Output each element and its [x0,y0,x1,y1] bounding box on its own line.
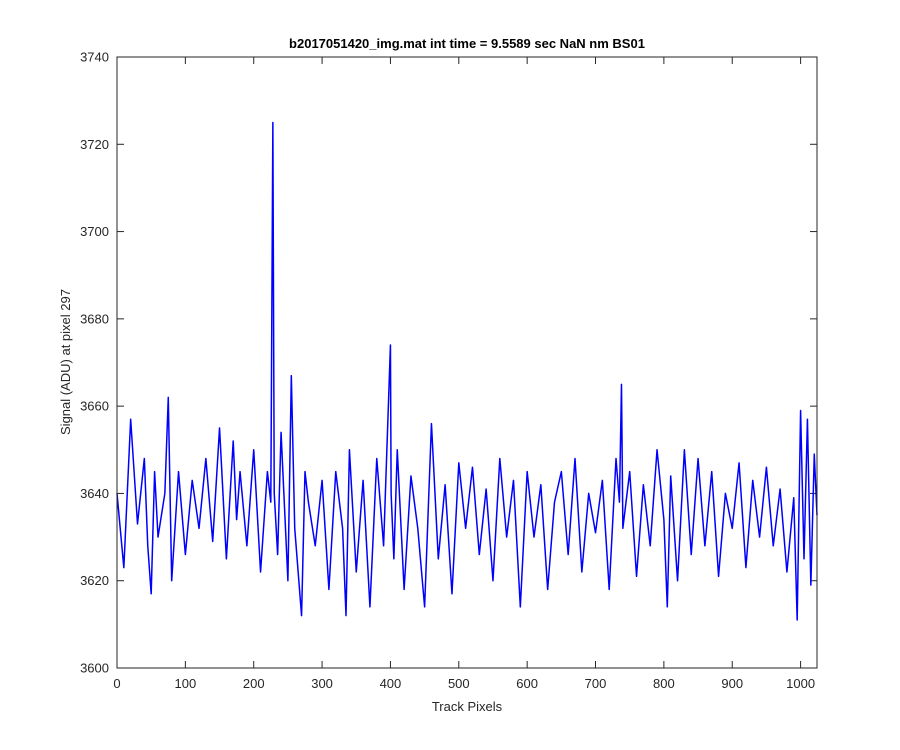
x-axis-label: Track Pixels [432,699,503,714]
x-tick-label: 200 [243,676,265,691]
signal-series-line [116,121,818,621]
y-axis-label: Signal (ADU) at pixel 297 [58,289,73,435]
x-tick-label: 900 [721,676,743,691]
x-tick-label: 800 [653,676,675,691]
y-tick-label: 3620 [80,573,109,588]
y-tick-label: 3600 [80,661,109,676]
y-ticks: 3600 3620 3640 3660 3680 3700 3720 3740 [80,50,817,676]
plot-area-frame [116,56,818,669]
x-tick-label: 500 [448,676,470,691]
x-tick-label: 1000 [786,676,815,691]
chart-title: b2017051420_img.mat int time = 9.5589 se… [289,36,645,51]
x-tick-label: 400 [380,676,402,691]
x-tick-label: 300 [311,676,333,691]
x-tick-label: 700 [585,676,607,691]
x-tick-label: 100 [175,676,197,691]
x-ticks: 0 100 200 300 400 500 600 700 800 900 1000 [113,57,815,691]
x-tick-label: 600 [516,676,538,691]
y-tick-label: 3740 [80,50,109,65]
y-tick-label: 3700 [80,224,109,239]
y-tick-label: 3660 [80,399,109,414]
plot-area-background [117,57,817,668]
y-tick-label: 3680 [80,311,109,326]
y-tick-label: 3720 [80,137,109,152]
y-tick-label: 3640 [80,486,109,501]
x-tick-label: 0 [113,676,120,691]
